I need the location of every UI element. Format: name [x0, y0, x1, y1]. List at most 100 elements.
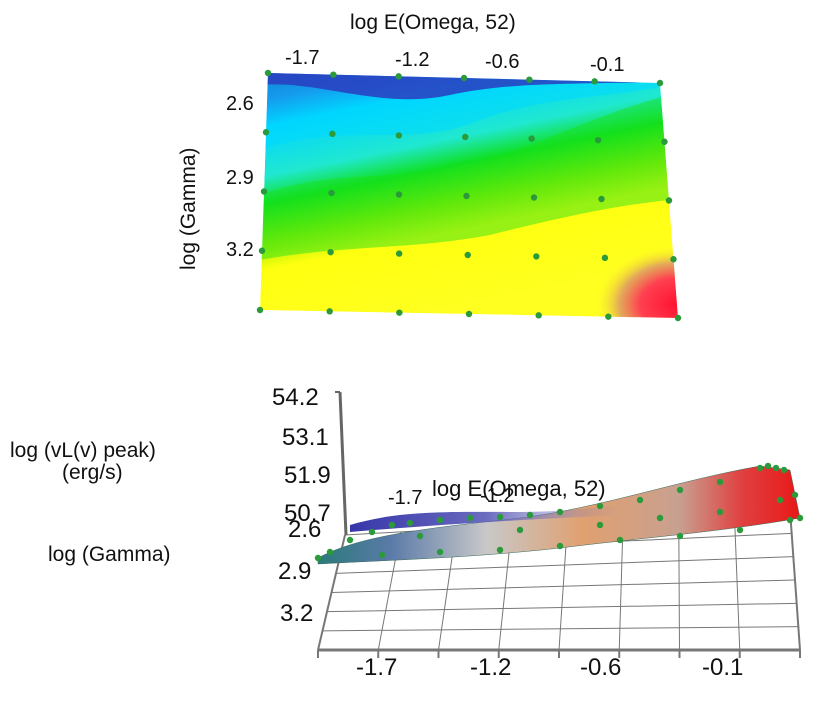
- surface-sample-point: [780, 466, 788, 474]
- heatmap-sample-point: [594, 136, 602, 144]
- heatmap-sample-point: [395, 132, 403, 139]
- surface-ridge: [350, 505, 620, 532]
- surface-sample-point: [791, 491, 799, 499]
- floor-grid-line: [335, 556, 794, 574]
- surface-sample-point: [636, 496, 644, 504]
- surface-sample-point: [756, 464, 764, 472]
- heatmap-sample-point: [530, 194, 538, 201]
- heatmap-sample-point: [328, 189, 335, 197]
- heatmap-sample-point: [605, 313, 612, 320]
- surface-sample-point: [786, 516, 794, 524]
- x-axis-label: log E(Omega, 52): [432, 476, 606, 501]
- z-tick: 50.7: [284, 500, 331, 527]
- surface-sample-point: [596, 521, 604, 529]
- heatmap-sample-point: [656, 79, 664, 87]
- heatmap-x-axis-label: log E(Omega, 52): [350, 11, 516, 34]
- surface-sample-points: [314, 462, 804, 562]
- floor-grid-line: [326, 602, 797, 613]
- heatmap-sample-point: [395, 191, 403, 198]
- heatmap-x-tick: -1.7: [285, 47, 320, 69]
- surface-sample-point: [416, 532, 424, 540]
- heatmap-sample-point: [329, 130, 336, 138]
- surface-sample-point: [314, 554, 322, 562]
- z-tick: 53.1: [282, 424, 329, 451]
- floor-grid-line: [322, 626, 799, 632]
- surface-sample-point: [346, 536, 354, 544]
- surface-sample-point: [526, 511, 534, 519]
- heatmap-sample-points: [256, 69, 682, 322]
- surface-sample-point: [676, 532, 684, 540]
- surface-sample-point: [556, 542, 564, 550]
- heatmap-sample-point: [465, 310, 473, 318]
- heatmap-sample-point: [464, 251, 471, 259]
- heatmap-sample-point: [674, 314, 682, 322]
- surface-sample-point: [368, 528, 376, 536]
- z-axis-label-line2: (erg/s): [62, 461, 123, 484]
- floor-grid-line: [331, 579, 796, 593]
- surface-sample-point: [616, 536, 624, 544]
- surface-sample-point: [764, 462, 772, 470]
- surface-sample-point: [716, 508, 724, 516]
- heatmap-x-tick: -0.6: [485, 51, 520, 73]
- heatmap-sample-point: [526, 76, 533, 83]
- surface-sample-point: [736, 526, 744, 534]
- surface-sample-point: [436, 516, 444, 524]
- heatmap-sample-point: [462, 133, 469, 141]
- y-tick: 2.6: [288, 516, 322, 543]
- surface-sample-point: [516, 526, 524, 534]
- z-axis-line: [338, 391, 348, 536]
- surface-sample-point: [796, 514, 804, 522]
- surface-sample-point: [388, 521, 396, 529]
- heatmap-sample-point: [598, 195, 605, 203]
- heatmap-sample-point: [591, 78, 598, 85]
- heatmap-sample-point: [665, 197, 673, 204]
- surface-sample-point: [436, 548, 444, 556]
- surface-sample-point: [776, 496, 784, 504]
- y-axis-label: log (Gamma): [48, 543, 171, 566]
- heatmap-sample-point: [601, 254, 609, 262]
- surface-sample-point: [496, 546, 504, 554]
- heatmap-sample-point: [326, 308, 333, 315]
- heatmap-sample-point: [395, 73, 402, 80]
- heatmap-y-axis-label: log (Gamma): [177, 147, 200, 270]
- back-x-tick: -1.7: [388, 487, 423, 509]
- y-tick: 3.2: [280, 600, 314, 627]
- heatmap-y-tick: 3.2: [226, 239, 254, 261]
- heatmap-sample-point: [396, 309, 403, 316]
- surface-sample-point: [406, 519, 414, 527]
- heatmap-plot: [256, 69, 682, 322]
- heatmap-sample-point: [264, 69, 272, 77]
- heatmap-sample-point: [533, 253, 540, 260]
- heatmap-y-tick: 2.6: [226, 93, 254, 115]
- heatmap-sample-point: [535, 312, 542, 319]
- red-region: [450, 160, 678, 318]
- surface-sample-point: [556, 508, 564, 516]
- x-tick: -0.1: [702, 654, 744, 681]
- x-tick: -1.7: [356, 654, 398, 681]
- x-tick: -0.6: [580, 654, 622, 681]
- surface-sample-point: [466, 514, 474, 522]
- heatmap-sample-point: [460, 74, 468, 82]
- heatmap-y-tick: 2.9: [226, 167, 254, 189]
- x-tick: -1.2: [470, 654, 512, 681]
- surface-sample-point: [656, 514, 664, 522]
- heatmap-panel: log E(Omega, 52) -1.7 -1.2 -0.6 -0.1 log…: [150, 0, 682, 340]
- heatmap-sample-point: [528, 135, 535, 142]
- surface-sample-point: [378, 551, 386, 559]
- surface-sample-point: [676, 486, 684, 494]
- back-x-tick: -1.2: [480, 485, 515, 507]
- surface-sample-point: [596, 502, 604, 510]
- heatmap-sample-point: [327, 248, 334, 256]
- heatmap-x-tick: -1.2: [395, 49, 430, 71]
- y-tick: 2.9: [278, 558, 312, 585]
- heatmap-sample-point: [262, 129, 270, 136]
- heatmap-sample-point: [258, 247, 266, 254]
- surface-sample-point: [326, 548, 334, 556]
- heatmap-sample-point: [463, 192, 470, 200]
- z-tick: 51.9: [284, 462, 331, 489]
- z-tick: 54.2: [272, 384, 319, 411]
- surface-panel: log (vL(v) peak) (erg/s) 54.2 53.1 51.9 …: [0, 340, 830, 726]
- heatmap-sample-point: [670, 256, 677, 263]
- z-axis-label-line1: log (vL(v) peak): [10, 439, 156, 462]
- surface-sample-point: [496, 513, 504, 521]
